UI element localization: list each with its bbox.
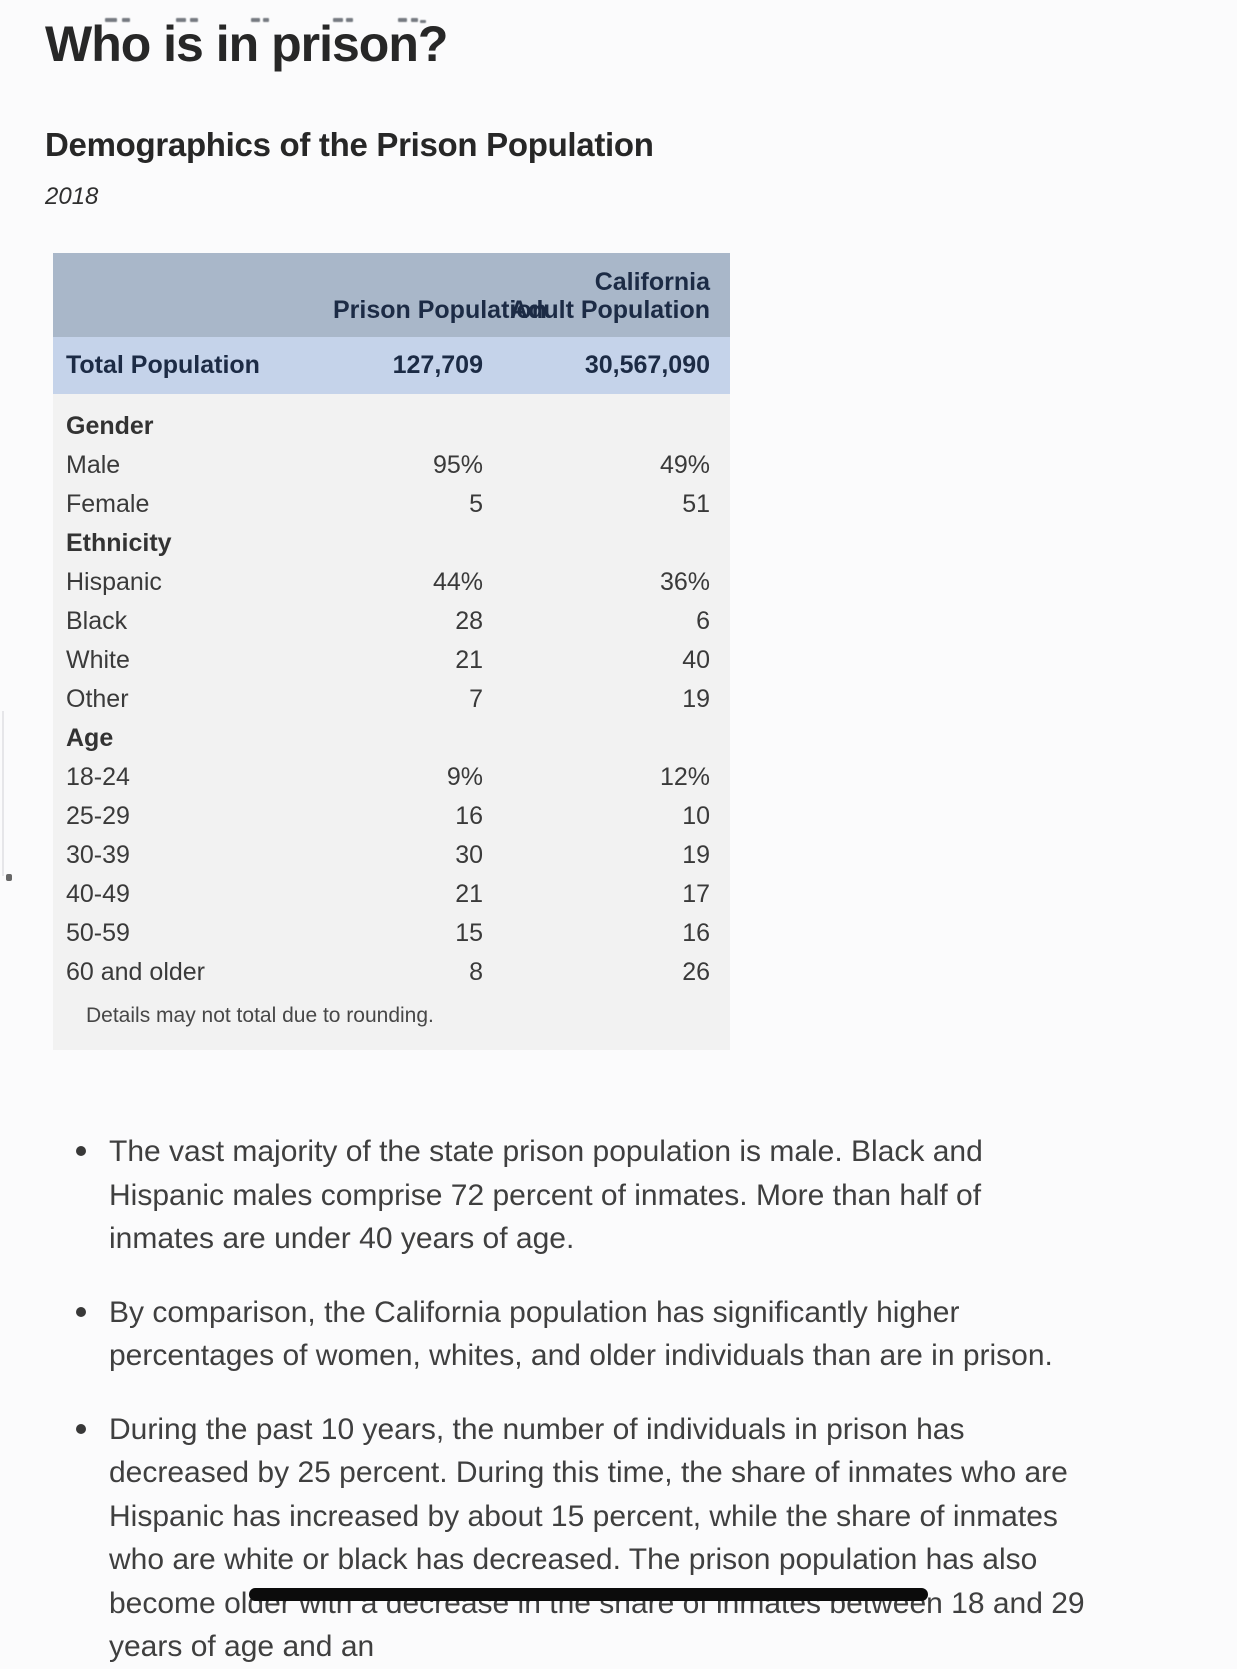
table-row: Black 28 6 xyxy=(53,602,730,641)
row-label: Gender xyxy=(66,412,154,441)
demographics-table: Prison Population California Adult Popul… xyxy=(53,253,730,1051)
california-value: 12% xyxy=(659,763,710,792)
table-row: 50-59 15 16 xyxy=(53,914,730,953)
row-label: Ethnicity xyxy=(66,529,172,558)
row-label: Black xyxy=(66,607,128,636)
table-section-header: Ethnicity xyxy=(53,524,730,563)
column-header-california: California Adult Population xyxy=(510,268,710,325)
column-header-prison: Prison Population xyxy=(333,296,547,325)
row-label: 40-49 xyxy=(66,880,130,909)
table-row: 18-24 9% 12% xyxy=(53,758,730,797)
row-label: Hispanic xyxy=(66,568,162,597)
row-label: 18-24 xyxy=(66,763,130,792)
california-value: 16 xyxy=(682,919,710,948)
prison-value: 9% xyxy=(446,763,483,792)
prison-value: 8 xyxy=(469,958,483,987)
prison-value: 16 xyxy=(455,802,483,831)
california-value: 19 xyxy=(682,841,710,870)
prison-value: 21 xyxy=(455,646,483,675)
table-row: Male 95% 49% xyxy=(53,446,730,485)
page-edge-mark xyxy=(6,874,12,881)
prison-value: 5 xyxy=(469,490,483,519)
prison-value: 30 xyxy=(455,841,483,870)
document-page: Who is in prison? Demographics of the Pr… xyxy=(0,16,1237,1663)
table-row: White 21 40 xyxy=(53,641,730,680)
bullet-item: The vast majority of the state prison po… xyxy=(45,1130,1093,1261)
bullet-text: The vast majority of the state prison po… xyxy=(109,1135,983,1256)
row-label: Total Population xyxy=(66,351,260,380)
row-label: White xyxy=(66,646,130,675)
redaction-bar xyxy=(249,1588,928,1601)
table-row: 60 and older 8 26 xyxy=(53,953,730,992)
row-label: Female xyxy=(66,490,150,519)
table-section-header: Gender xyxy=(53,407,730,446)
row-label: Other xyxy=(66,685,129,714)
prison-value: 95% xyxy=(432,451,483,480)
row-label: 25-29 xyxy=(66,802,130,831)
california-value: 10 xyxy=(682,802,710,831)
prison-value: 44% xyxy=(432,568,483,597)
row-label: 30-39 xyxy=(66,841,130,870)
california-value: 26 xyxy=(682,958,710,987)
page-title: Who is in prison? xyxy=(45,16,448,72)
table-row: Female 5 51 xyxy=(53,485,730,524)
table-row: 25-29 16 10 xyxy=(53,797,730,836)
bullet-marker-icon xyxy=(76,1423,86,1434)
prison-value: 15 xyxy=(455,919,483,948)
california-value: 6 xyxy=(696,607,710,636)
table-row: Other 7 19 xyxy=(53,680,730,719)
section-title: Demographics of the Prison Population xyxy=(45,125,654,163)
california-value: 40 xyxy=(682,646,710,675)
date-subtitle: 2018 xyxy=(45,183,99,211)
bullet-item: By comparison, the California population… xyxy=(45,1291,1093,1378)
prison-value: 28 xyxy=(455,607,483,636)
table-footnote: Details may not total due to rounding. xyxy=(86,1004,434,1028)
california-value: 30,567,090 xyxy=(584,351,710,380)
bullet-text: During the past 10 years, the number of … xyxy=(109,1412,1085,1664)
page-edge-line xyxy=(2,711,4,876)
prison-value: 127,709 xyxy=(392,351,483,380)
california-value: 51 xyxy=(682,490,710,519)
row-label: 50-59 xyxy=(66,919,130,948)
prison-value: 7 xyxy=(469,685,483,714)
bullet-text: By comparison, the California population… xyxy=(109,1295,1053,1373)
table-row: Hispanic 44% 36% xyxy=(53,563,730,602)
row-label: 60 and older xyxy=(66,958,206,987)
california-value: 49% xyxy=(659,451,710,480)
bullet-item: During the past 10 years, the number of … xyxy=(45,1408,1093,1669)
table-section-header: Age xyxy=(53,719,730,758)
table-row: 30-39 30 19 xyxy=(53,836,730,875)
bullet-list: The vast majority of the state prison po… xyxy=(45,1130,1093,1669)
prison-value: 21 xyxy=(455,880,483,909)
row-label: Male xyxy=(66,451,121,480)
table-body: Gender Male 95% 49% Female 5 51 Ethnicity Hispan… xyxy=(53,394,730,1051)
bullet-marker-icon xyxy=(76,1306,86,1317)
california-value: 17 xyxy=(682,880,710,909)
table-header-row: Prison Population California Adult Popul… xyxy=(53,253,730,338)
california-value: 36% xyxy=(659,568,710,597)
california-value: 19 xyxy=(682,685,710,714)
table-row: 40-49 21 17 xyxy=(53,875,730,914)
total-population-row: Total Population 127,709 30,567,090 xyxy=(53,337,730,395)
row-label: Age xyxy=(66,724,114,753)
bullet-marker-icon xyxy=(76,1146,86,1157)
cropped-text-fragment xyxy=(0,16,700,26)
